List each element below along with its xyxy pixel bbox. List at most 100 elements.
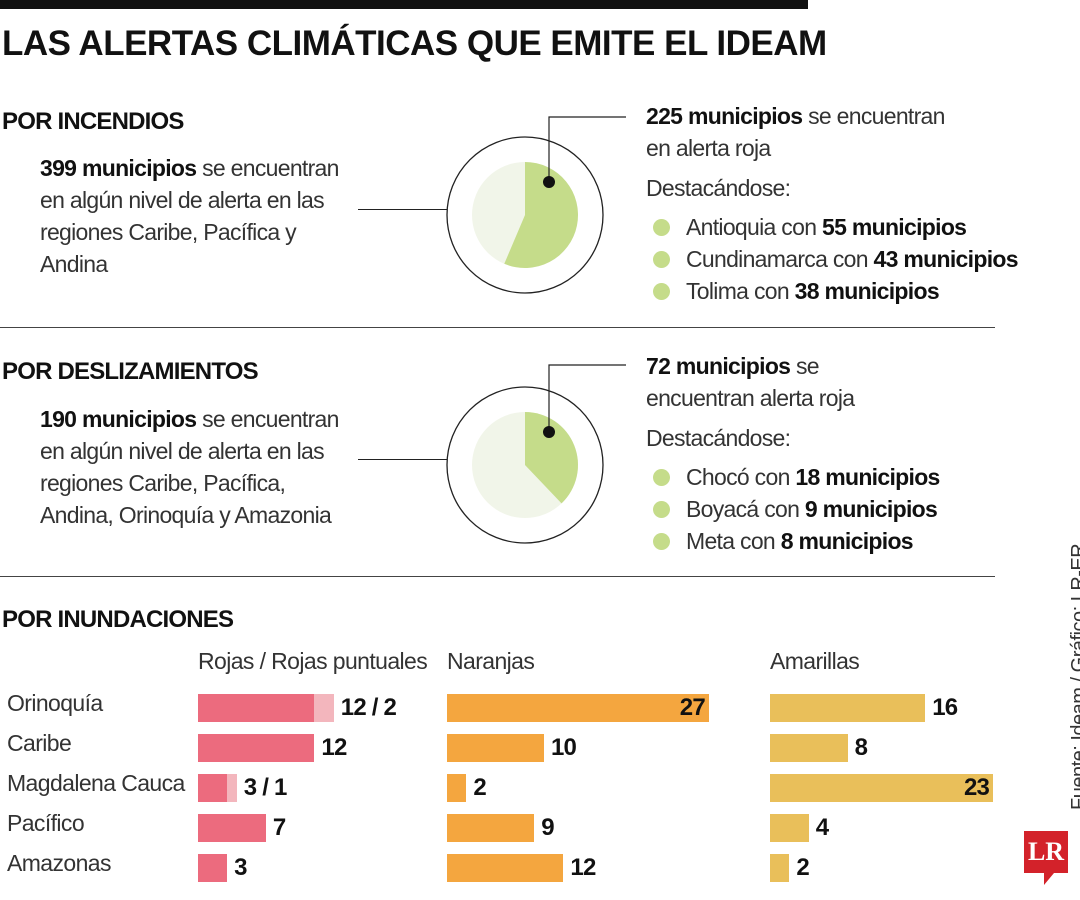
incendios-total-rest: se encuentran en algún nivel de alerta e…: [40, 155, 339, 277]
bar: [198, 854, 228, 882]
deslizamientos-total-rest: se encuentran en algún nivel de alerta e…: [40, 406, 339, 528]
incendios-total-text: 399 municipios se encuentran en algún ni…: [40, 152, 360, 280]
value-label: 2: [473, 774, 486, 801]
incendios-highlight-list: Antioquia con 55 municipios Cundinamarca…: [648, 211, 1019, 307]
bar-secondary: [314, 694, 334, 722]
item-count: 55 municipios: [821, 214, 967, 240]
connector-line: [358, 459, 448, 460]
source-credit: Fuente: Ideam / Gráfico: LR-ER: [1068, 543, 1080, 810]
value-label: 3 / 1: [243, 774, 287, 801]
deslizamientos-total-text: 190 municipios se encuentran en algún ni…: [40, 403, 350, 531]
value-label: 12 / 2: [340, 694, 397, 721]
value-label: 4: [815, 814, 829, 841]
pie-slice-alerta-roja: [525, 412, 578, 504]
list-item: Chocó con 18 municipios: [648, 461, 940, 493]
bar: [770, 694, 926, 722]
value-label: 10: [551, 734, 577, 761]
list-item: Meta con 8 municipios: [648, 525, 940, 557]
bar: [447, 814, 535, 842]
page-title: LAS ALERTAS CLIMÁTICAS QUE EMITE EL IDEA…: [2, 24, 827, 63]
value-label: 2: [796, 854, 809, 881]
item-count: 43 municipios: [873, 246, 1019, 272]
callout-dot: [543, 426, 555, 438]
series-header: Naranjas: [447, 648, 535, 674]
list-item: Tolima con 38 municipios: [648, 275, 1018, 307]
value-label: 12: [321, 734, 347, 761]
category-label: Pacífico: [7, 810, 85, 836]
bar: [770, 774, 994, 802]
section-heading-inundaciones: POR INUNDACIONES: [2, 606, 234, 633]
bar: [198, 694, 315, 722]
value-label: 9: [541, 814, 554, 841]
list-item: Boyacá con 9 municipios: [648, 493, 940, 525]
bar: [447, 734, 544, 762]
bar: [198, 814, 266, 842]
bullet-icon: [653, 533, 670, 550]
value-label: 8: [854, 734, 868, 761]
bullet-icon: [653, 469, 670, 486]
callout-dot: [543, 176, 555, 188]
category-label: Magdalena Cauca: [7, 770, 185, 796]
item-count: 18 municipios: [795, 464, 940, 490]
pie-deslizamientos: [446, 364, 626, 544]
section-heading-incendios: POR INCENDIOS: [2, 108, 184, 135]
item-count: 8 municipios: [780, 528, 914, 554]
value-label: 27: [679, 694, 706, 721]
incendios-red-rest: se encuentran en alerta roja: [646, 103, 945, 161]
bar: [770, 814, 809, 842]
list-item: Antioquia con 55 municipios: [648, 211, 1018, 243]
item-text: Chocó con: [686, 464, 796, 490]
item-count: 38 municipios: [794, 278, 940, 304]
bar: [198, 734, 315, 762]
incendios-total-count: 399 municipios: [40, 155, 197, 181]
item-text: Antioquia con: [686, 214, 822, 240]
pie-incendios: [446, 116, 626, 294]
deslizamientos-red-count: 72 municipios: [646, 353, 791, 379]
incendios-highlight-label: Destacándose:: [646, 175, 791, 201]
value-label: 16: [932, 694, 958, 721]
bar: [447, 694, 709, 722]
category-label: Orinoquía: [7, 690, 103, 716]
deslizamientos-red-rest: se encuentran alerta roja: [646, 353, 855, 411]
deslizamientos-total-count: 190 municipios: [40, 406, 197, 432]
list-item: Cundinamarca con 43 municipios: [648, 243, 1019, 275]
item-text: Meta con: [686, 528, 781, 554]
incendios-red-text: 225 municipios se encuentran en alerta r…: [646, 100, 966, 164]
deslizamientos-highlight-label: Destacándose:: [646, 425, 791, 451]
top-bar: [0, 0, 808, 9]
callout-line: [548, 116, 626, 182]
divider: [0, 576, 995, 577]
deslizamientos-red-text: 72 municipios se encuentran alerta roja: [646, 350, 876, 414]
connector-line: [358, 209, 448, 210]
pie-slice-alerta-roja: [504, 162, 578, 268]
bar: [198, 774, 228, 802]
bullet-icon: [653, 283, 670, 300]
bar: [770, 734, 848, 762]
bar: [770, 854, 790, 882]
item-count: 9 municipios: [804, 496, 938, 522]
value-label: 7: [272, 814, 286, 841]
lr-logo: LR: [1024, 831, 1068, 885]
category-label: Amazonas: [7, 850, 111, 876]
value-label: 23: [963, 774, 990, 801]
category-label: Caribe: [7, 730, 72, 756]
section-heading-deslizamientos: POR DESLIZAMIENTOS: [2, 358, 259, 385]
bullet-icon: [653, 219, 670, 236]
bullet-icon: [653, 251, 670, 268]
bar: [447, 774, 467, 802]
incendios-red-count: 225 municipios: [646, 103, 803, 129]
item-text: Cundinamarca con: [686, 246, 874, 272]
bar: [447, 854, 564, 882]
divider: [0, 327, 995, 328]
item-text: Tolima con: [686, 278, 795, 304]
bullet-icon: [653, 501, 670, 518]
value-label: 3: [234, 854, 247, 881]
series-header: Amarillas: [770, 648, 860, 674]
series-header: Rojas / Rojas puntuales: [198, 648, 428, 674]
value-label: 12: [570, 854, 596, 881]
callout-line: [548, 364, 626, 432]
deslizamientos-highlight-list: Chocó con 18 municipios Boyacá con 9 mun…: [648, 461, 940, 557]
item-text: Boyacá con: [686, 496, 805, 522]
bar-secondary: [227, 774, 237, 802]
